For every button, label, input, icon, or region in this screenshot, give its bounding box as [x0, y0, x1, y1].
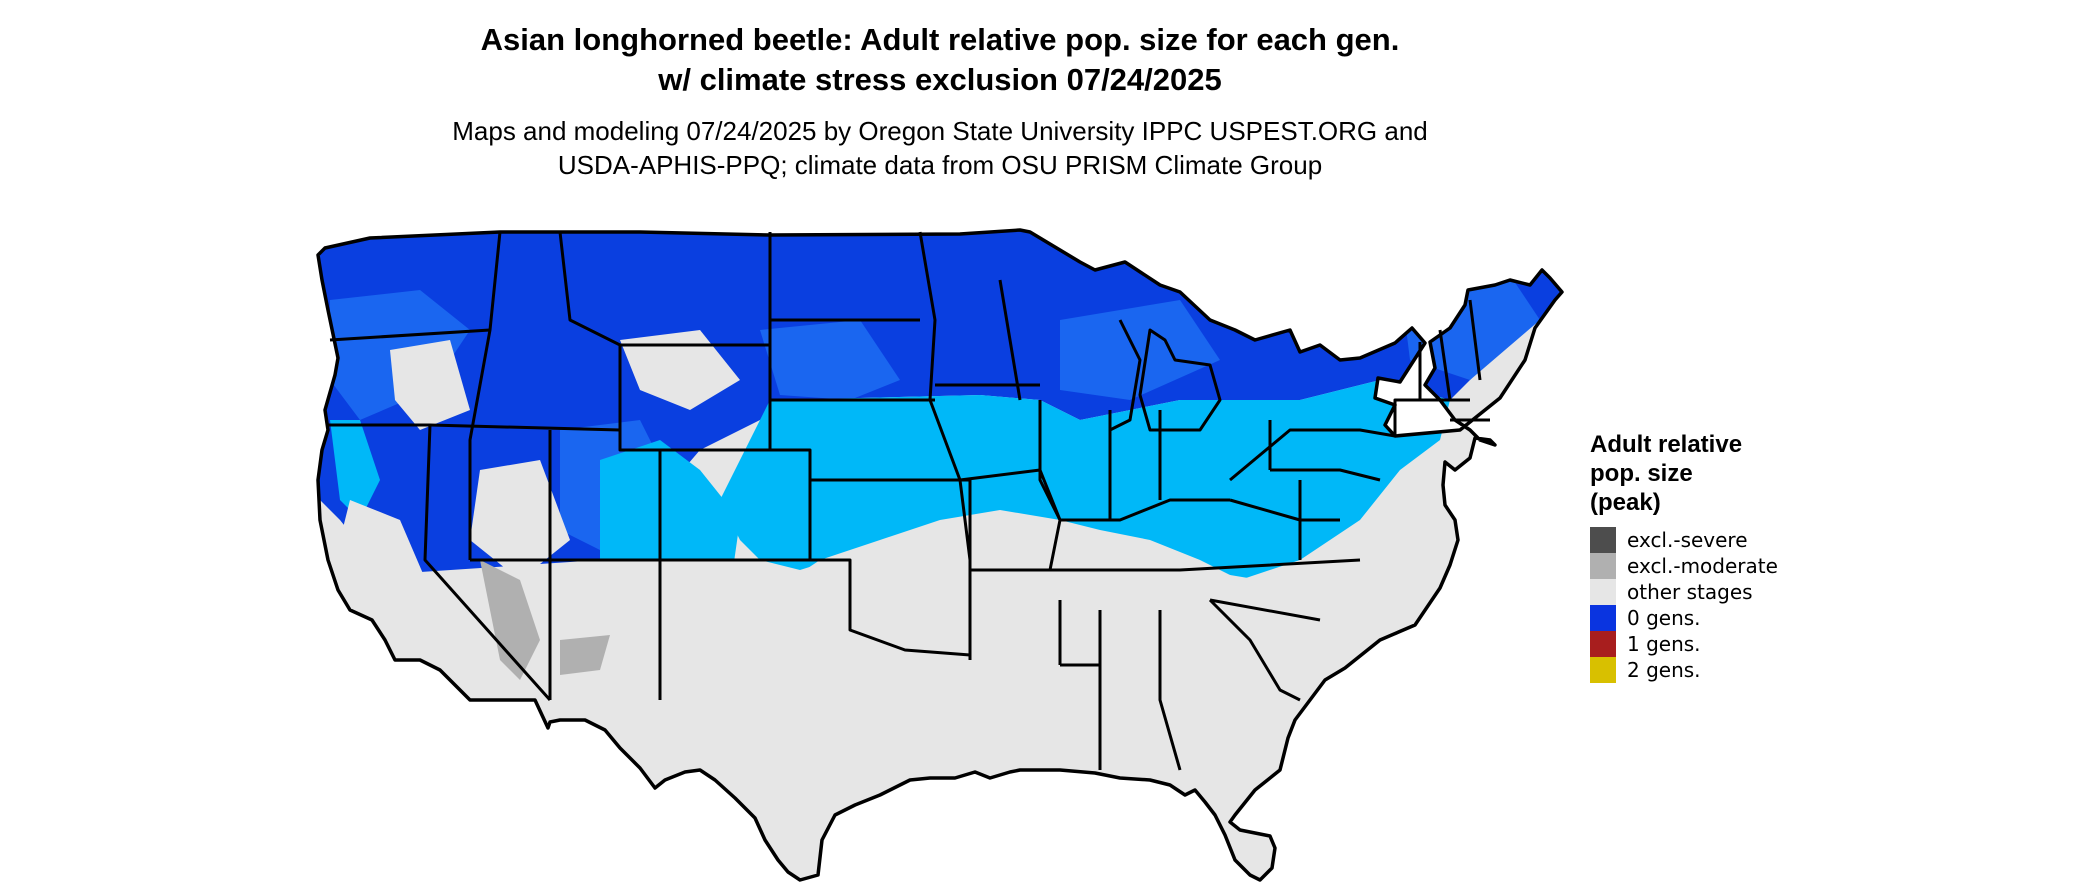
map-legend: Adult relative pop. size (peak) excl.-se… [1590, 430, 2010, 683]
zone-excl-moderate-1 [480, 560, 540, 680]
legend-swatch [1590, 553, 1616, 579]
legend-label: excl.-moderate [1627, 554, 1778, 578]
legend-swatch [1590, 579, 1616, 605]
zone-excl-moderate-2 [560, 635, 610, 675]
legend-swatch [1590, 605, 1616, 631]
zone-mid-blue-lakes [1060, 300, 1220, 400]
legend-item: 0 gens. [1590, 605, 2010, 631]
legend-title-line-2: pop. size [1590, 460, 1693, 487]
subtitle-line-2: USDA-APHIS-PPQ; climate data from OSU PR… [557, 150, 1323, 180]
legend-title-line-1: Adult relative [1590, 431, 1743, 458]
legend-item: excl.-severe [1590, 527, 2010, 553]
title-line-1: Asian longhorned beetle: Adult relative … [480, 22, 1400, 57]
legend-label: 2 gens. [1627, 658, 1701, 682]
zone-grey-west-1 [390, 340, 470, 430]
state-borders [328, 231, 1490, 771]
zone-light-blue-coast [330, 420, 380, 520]
title-line-2: w/ climate stress exclusion 07/24/2025 [658, 62, 1222, 97]
map-subtitle: Maps and modeling 07/24/2025 by Oregon S… [0, 114, 1880, 182]
legend-item: 1 gens. [1590, 631, 2010, 657]
legend-item: 2 gens. [1590, 657, 2010, 683]
us-map [300, 220, 1580, 892]
legend-swatch [1590, 527, 1616, 553]
legend-swatch [1590, 657, 1616, 683]
zone-grey-great-basin [470, 460, 570, 580]
legend-label: 0 gens. [1627, 606, 1701, 630]
subtitle-line-1: Maps and modeling 07/24/2025 by Oregon S… [452, 116, 1428, 146]
us-map-svg [316, 228, 1564, 882]
zone-mid-blue-plains [760, 320, 900, 400]
legend-swatch [1590, 631, 1616, 657]
zone-light-blue-central [720, 380, 1450, 580]
legend-item: excl.-moderate [1590, 553, 2010, 579]
legend-title: Adult relative pop. size (peak) [1590, 430, 2010, 517]
legend-label: other stages [1627, 580, 1753, 604]
map-title: Asian longhorned beetle: Adult relative … [0, 20, 1880, 182]
zone-grey-wyoming [620, 330, 740, 410]
legend-label: 1 gens. [1627, 632, 1701, 656]
legend-title-line-3: (peak) [1590, 489, 1661, 516]
legend-item: other stages [1590, 579, 2010, 605]
legend-label: excl.-severe [1627, 528, 1748, 552]
legend-items: excl.-severe excl.-moderate other stages 0 … [1590, 527, 2010, 683]
